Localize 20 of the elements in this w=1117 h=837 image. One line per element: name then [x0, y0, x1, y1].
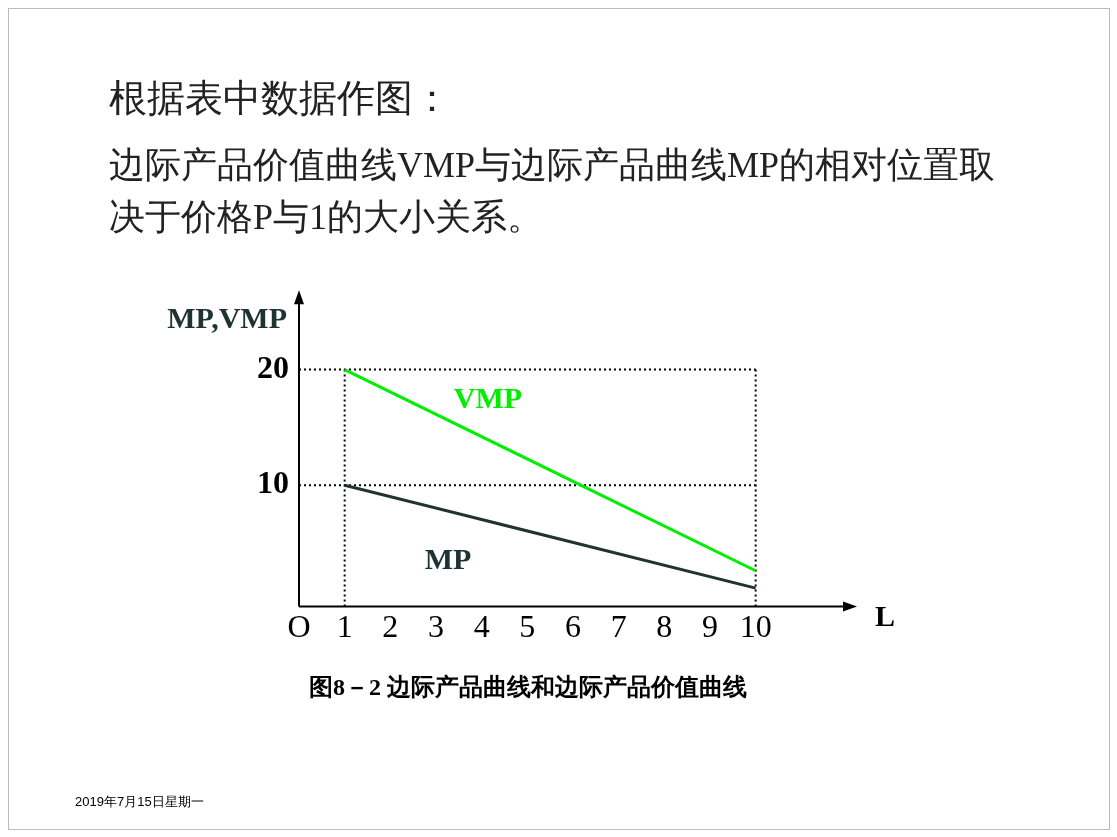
x-tick-label: 4 [473, 608, 490, 645]
text: 2019年7月15日星期一 [75, 793, 204, 811]
x-tick-label: 8 [656, 608, 673, 645]
x-tick-label: 1 [336, 608, 353, 645]
chart-title: 根据表中数据作图： [109, 76, 451, 121]
x-tick-label: 5 [519, 608, 536, 645]
x-tick-label: 3 [428, 608, 444, 645]
caption: 图8－2 边际产品曲线和边际产品价值曲线 [309, 673, 747, 702]
x-tick-label: 2 [382, 608, 399, 645]
y-tick-label: 20 [257, 348, 289, 385]
y-axis-title: MP,VMP [167, 300, 287, 334]
series-label: MP [424, 541, 472, 575]
x-tick-label: 6 [565, 608, 581, 645]
chart-subtitle: 边际产品价值曲线VMP与边际产品曲线MP的相对位置取决于价格P与1的大小关系。 [109, 144, 997, 239]
x-tick-label: 9 [702, 608, 718, 645]
x-axis-title: L [875, 599, 896, 633]
x-tick-label: 7 [610, 608, 627, 645]
series-label: VMP [453, 380, 523, 414]
x-tick-label: O [287, 608, 311, 645]
x-tick-label: 10 [739, 608, 772, 645]
